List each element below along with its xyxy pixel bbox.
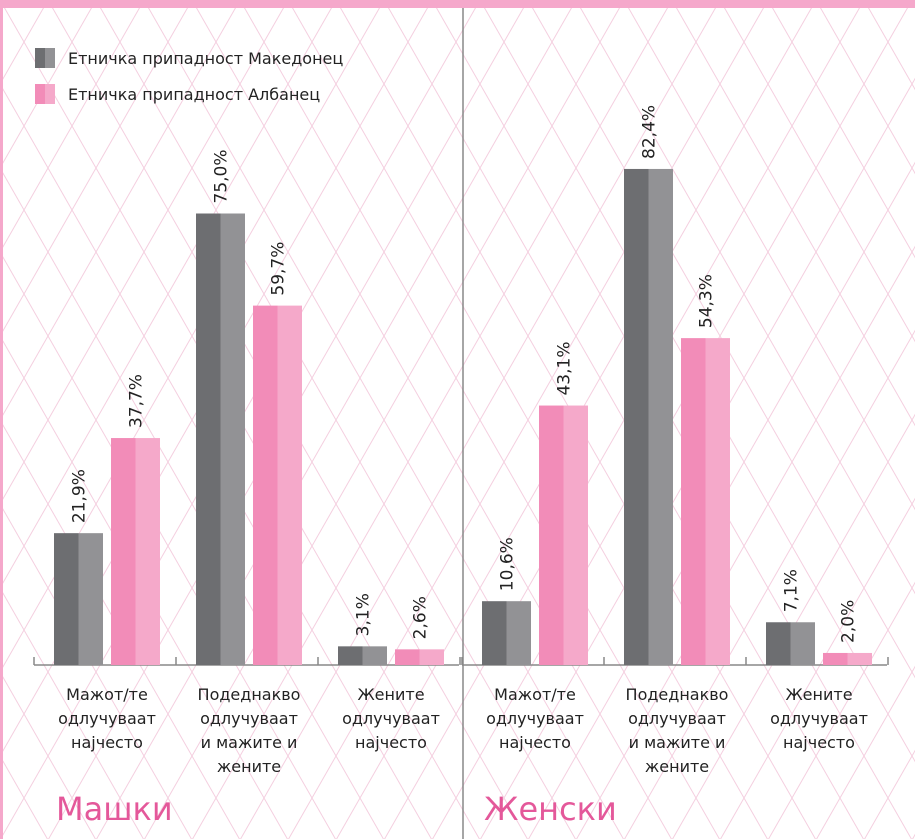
x-tick-label: жените — [645, 757, 709, 776]
panel-title: Машки — [56, 790, 173, 828]
bar — [823, 652, 872, 665]
x-tick-label: Подеднакво — [198, 685, 301, 704]
bar — [395, 649, 444, 665]
left-strip — [0, 0, 3, 839]
value-label: 75,0% — [212, 149, 232, 203]
x-tick-label: и мажите и — [201, 733, 298, 752]
x-tick-label: жените — [217, 757, 281, 776]
value-label: 54,3% — [697, 274, 717, 328]
x-tick-label: најчесто — [71, 733, 143, 752]
value-label: 3,1% — [354, 593, 374, 636]
x-tick-label: одлучуваат — [200, 709, 298, 728]
x-tick-label: одлучуваат — [770, 709, 868, 728]
x-tick-label: Мажот/те — [494, 685, 576, 704]
x-tick-label: Жените — [357, 685, 424, 704]
bar — [482, 601, 531, 665]
panel-title: Женски — [484, 790, 617, 828]
top-strip — [0, 0, 915, 8]
legend-label: Етничка припадност Албанец — [68, 85, 320, 104]
x-tick-label: Жените — [785, 685, 852, 704]
x-tick-label: најчесто — [499, 733, 571, 752]
value-label: 37,7% — [127, 374, 147, 428]
x-tick-label: најчесто — [355, 733, 427, 752]
x-tick-label: одлучуваат — [58, 709, 156, 728]
value-label: 43,1% — [555, 342, 575, 396]
x-tick-label: одлучуваат — [628, 709, 726, 728]
bar — [624, 168, 673, 665]
x-tick-label: одлучуваат — [486, 709, 584, 728]
value-label: 59,7% — [269, 242, 289, 296]
bar — [539, 405, 588, 665]
value-label: 10,6% — [498, 537, 518, 591]
bar — [253, 305, 302, 665]
bar — [338, 646, 387, 665]
value-label: 82,4% — [640, 105, 660, 159]
x-tick-label: Мажот/те — [66, 685, 148, 704]
legend-label: Етничка припадност Македонец — [68, 49, 343, 68]
bar — [681, 338, 730, 665]
value-label: 2,6% — [411, 596, 431, 639]
bar — [196, 213, 245, 665]
x-tick-label: Подеднакво — [626, 685, 729, 704]
legend-swatch — [35, 48, 55, 68]
value-label: 21,9% — [70, 469, 90, 523]
x-tick-label: најчесто — [783, 733, 855, 752]
value-label: 2,0% — [839, 600, 859, 643]
bar — [111, 438, 160, 665]
bar — [54, 533, 103, 665]
x-tick-label: одлучуваат — [342, 709, 440, 728]
legend-swatch — [35, 84, 55, 104]
bar — [766, 622, 815, 665]
value-label: 7,1% — [782, 569, 802, 612]
x-tick-label: и мажите и — [629, 733, 726, 752]
